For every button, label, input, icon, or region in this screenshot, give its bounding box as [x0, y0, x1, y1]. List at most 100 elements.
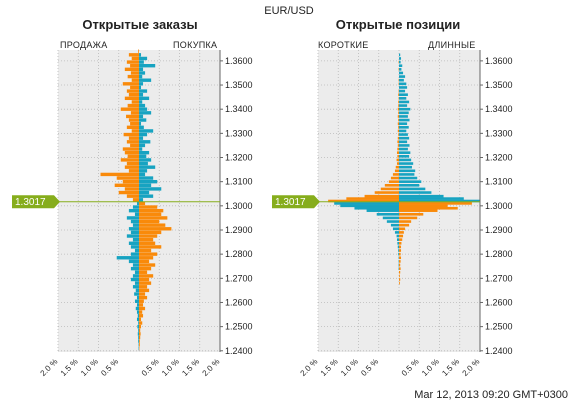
orders-right-bar	[139, 140, 151, 144]
positions-right-bar	[399, 256, 402, 260]
orders-left-bar	[137, 332, 139, 336]
orders-left-bar	[126, 89, 139, 93]
positions-right-bar	[399, 227, 406, 231]
positions-right-bar	[399, 133, 408, 136]
positions-right-bar	[399, 209, 438, 212]
positions-right-bar	[399, 202, 472, 205]
timestamp: Mar 12, 2013 09:20 GMT+0300	[414, 389, 568, 401]
positions-left-bar	[397, 107, 399, 111]
positions-right-bar	[399, 136, 410, 140]
positions-right-bar	[399, 60, 401, 64]
orders-left-bar	[126, 114, 139, 119]
orders-right-bar	[139, 227, 172, 231]
orders-left-bar	[137, 324, 139, 329]
positions-x-tick-label: 0.5 %	[359, 357, 380, 378]
orders-left-bar	[130, 71, 139, 75]
orders-right-bar	[139, 165, 156, 169]
positions-right-bar	[399, 263, 401, 267]
orders-left-bar	[132, 198, 139, 202]
orders-y-tick-label: 1.3000	[225, 201, 253, 211]
orders-right-bar	[139, 328, 141, 332]
orders-right-bar	[139, 158, 152, 162]
orders-right-bar	[139, 78, 152, 82]
orders-left-bar	[131, 129, 139, 133]
orders-left-bar	[126, 234, 139, 238]
positions-left-bar	[397, 147, 399, 151]
orders-right-bar	[139, 241, 156, 245]
positions-y-tick-label: 1.3200	[485, 153, 513, 163]
orders-x-tick-label: 1.5 %	[180, 357, 201, 378]
orders-left-bar	[130, 230, 139, 235]
orders-y-tick-label: 1.3100	[225, 177, 253, 187]
orders-right-bar	[139, 176, 154, 180]
positions-right-bar	[399, 238, 403, 241]
orders-right-bar	[139, 125, 144, 130]
orders-left-bar	[126, 125, 139, 130]
positions-long-label: ДЛИННЫЕ	[428, 40, 476, 50]
orders-left-bar	[124, 165, 139, 169]
orders-left-bar	[135, 288, 139, 293]
orders-left-bar	[136, 201, 139, 206]
orders-right-bar	[139, 56, 148, 61]
positions-right-bar	[399, 216, 418, 220]
orders-right-bar	[139, 179, 158, 184]
orders-right-bar	[139, 154, 147, 159]
orders-right-bar	[139, 208, 164, 213]
orders-right-bar	[139, 183, 152, 187]
positions-x-tick-label: 0.5 %	[400, 357, 421, 378]
positions-left-bar	[398, 104, 399, 107]
orders-left-bar	[138, 335, 139, 340]
orders-left-bar	[134, 270, 139, 274]
orders-left-bar	[127, 154, 139, 159]
positions-right-bar	[399, 249, 402, 252]
orders-left-bar	[128, 259, 139, 264]
positions-right-bar	[399, 111, 409, 115]
positions-right-bar	[399, 100, 410, 104]
positions-right-bar	[399, 220, 412, 223]
orders-left-bar	[132, 223, 139, 227]
positions-left-bar	[388, 180, 399, 183]
positions-right-bar	[399, 86, 408, 89]
orders-left-bar	[136, 310, 139, 314]
positions-left-bar	[398, 93, 399, 96]
orders-right-bar	[139, 89, 148, 93]
orders-left-bar	[138, 49, 139, 53]
orders-left-bar	[134, 292, 139, 296]
orders-right-bar	[139, 161, 148, 166]
orders-right-bar	[139, 216, 168, 220]
positions-right-bar	[399, 115, 408, 118]
positions-right-bar	[399, 194, 444, 198]
positions-left-bar	[380, 187, 399, 191]
positions-panel-title: Открытые позиции	[335, 17, 461, 32]
positions-left-bar	[390, 176, 399, 180]
positions-left-bar	[396, 162, 399, 165]
orders-right-bar	[139, 256, 154, 260]
orders-right-bar	[139, 67, 144, 72]
orders-left-bar	[130, 266, 139, 271]
positions-left-bar	[398, 249, 399, 252]
orders-left-bar	[137, 314, 139, 318]
orders-x-tick-label: 1.5 %	[59, 357, 80, 378]
orders-x-tick-label: 1.0 %	[79, 357, 100, 378]
positions-x-tick-label: 1.0 %	[420, 357, 441, 378]
orders-left-bar	[134, 212, 139, 216]
orders-right-bar	[139, 198, 144, 202]
orders-left-bar	[138, 339, 139, 343]
orders-right-bar	[139, 129, 154, 133]
orders-right-bar	[139, 343, 140, 347]
orders-right-bar	[139, 237, 154, 242]
orders-left-bar	[132, 205, 139, 209]
positions-right-bar	[399, 180, 422, 183]
orders-left-bar	[136, 303, 139, 307]
positions-right-bar	[399, 151, 411, 154]
positions-right-bar	[399, 122, 408, 125]
orders-left-bar	[128, 92, 139, 97]
orders-right-bar	[139, 266, 152, 271]
positions-left-bar	[397, 122, 399, 125]
orders-left-bar	[126, 216, 139, 220]
positions-right-bar	[399, 68, 402, 71]
orders-left-bar	[128, 169, 139, 173]
orders-price-label: 1.3017	[15, 197, 46, 208]
orders-right-bar	[139, 234, 158, 238]
orders-y-tick-label: 1.2500	[225, 322, 253, 332]
